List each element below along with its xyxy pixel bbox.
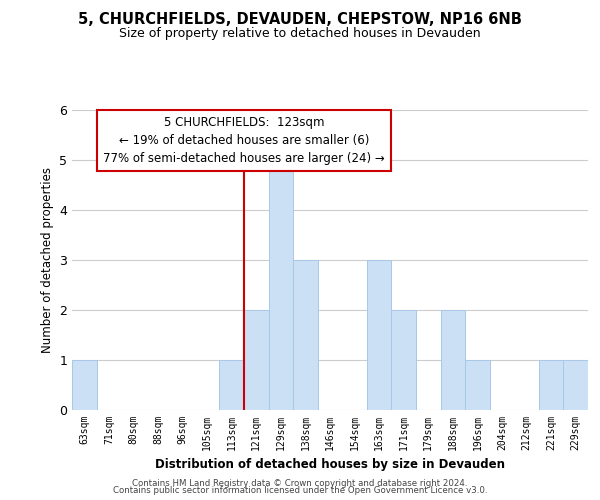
Text: Size of property relative to detached houses in Devauden: Size of property relative to detached ho… [119,28,481,40]
Text: Contains HM Land Registry data © Crown copyright and database right 2024.: Contains HM Land Registry data © Crown c… [132,478,468,488]
Bar [391,310,416,410]
Bar [72,360,97,410]
Y-axis label: Number of detached properties: Number of detached properties [41,167,53,353]
Bar [244,310,269,410]
Bar [269,160,293,410]
Bar [220,360,244,410]
X-axis label: Distribution of detached houses by size in Devauden: Distribution of detached houses by size … [155,458,505,471]
Text: Contains public sector information licensed under the Open Government Licence v3: Contains public sector information licen… [113,486,487,495]
Bar [440,310,465,410]
Bar [539,360,563,410]
Text: 5, CHURCHFIELDS, DEVAUDEN, CHEPSTOW, NP16 6NB: 5, CHURCHFIELDS, DEVAUDEN, CHEPSTOW, NP1… [78,12,522,28]
Bar [563,360,588,410]
Bar [465,360,490,410]
Bar [367,260,391,410]
Bar [293,260,318,410]
Text: 5 CHURCHFIELDS:  123sqm
← 19% of detached houses are smaller (6)
77% of semi-det: 5 CHURCHFIELDS: 123sqm ← 19% of detached… [103,116,385,165]
